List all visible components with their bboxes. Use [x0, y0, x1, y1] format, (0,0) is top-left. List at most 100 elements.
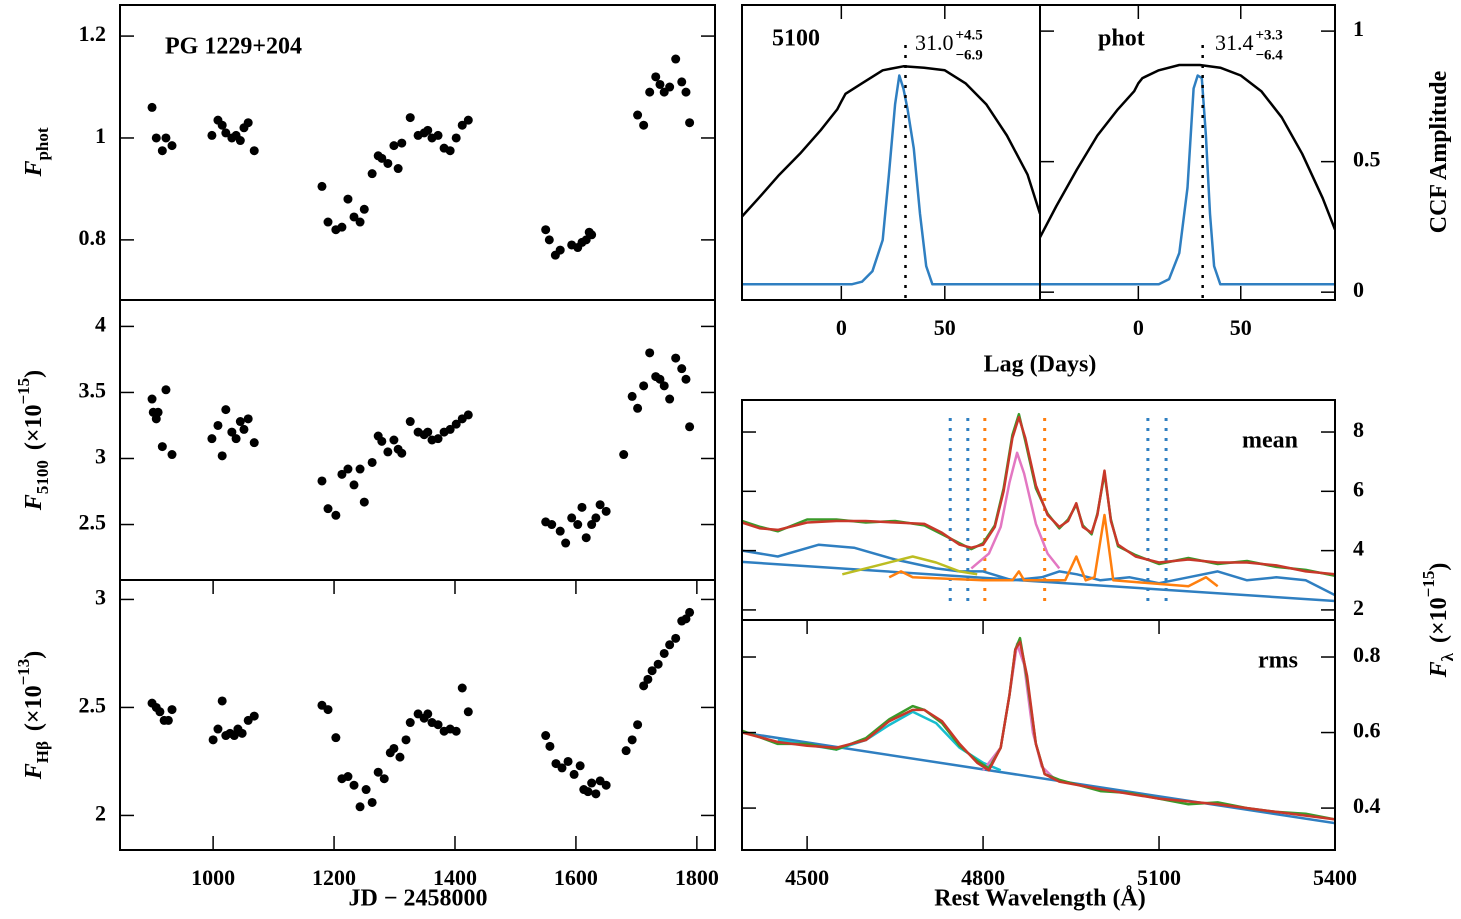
- data-line: [742, 65, 1040, 218]
- data-point: [619, 450, 629, 460]
- data-point: [343, 194, 353, 204]
- y-tick-label: 0.5: [1353, 147, 1381, 172]
- x-tick-label: 1000: [191, 865, 235, 890]
- data-point: [235, 417, 245, 427]
- y-label-sub: phot: [33, 127, 52, 160]
- y-tick-label: 8: [1353, 417, 1364, 442]
- plot-area: [147, 54, 695, 260]
- data-point: [665, 640, 675, 650]
- data-point: [577, 502, 587, 512]
- data-point: [573, 520, 583, 530]
- data-point: [633, 110, 643, 120]
- x-tick-label: 0: [836, 315, 847, 340]
- data-point: [243, 118, 253, 128]
- data-point: [249, 438, 259, 448]
- data-point: [383, 158, 393, 168]
- data-point: [659, 648, 669, 658]
- y-axis-label: FHβ (×10−13): [14, 651, 52, 781]
- y-tick-label: 0.4: [1353, 793, 1381, 818]
- y-axis-label: F5100 (×10−15): [14, 370, 52, 511]
- y-label-unit: (×10: [21, 405, 47, 451]
- data-point: [157, 146, 167, 156]
- data-point: [167, 450, 177, 460]
- data-point: [395, 752, 405, 762]
- data-point: [393, 164, 403, 174]
- data-point: [423, 427, 433, 437]
- y-label-exp: −15: [1419, 571, 1438, 598]
- data-point: [161, 133, 171, 143]
- y-tick-label: 1: [95, 123, 106, 148]
- data-point: [349, 480, 359, 490]
- data-point: [349, 212, 359, 222]
- data-point: [389, 743, 399, 753]
- data-point: [563, 756, 573, 766]
- data-point: [239, 424, 249, 434]
- data-point: [433, 434, 443, 444]
- data-point: [377, 436, 387, 446]
- data-point: [541, 225, 551, 235]
- data-point: [217, 696, 227, 706]
- y-label-unit: (×10: [1426, 597, 1452, 643]
- y-label-main: F: [1426, 661, 1452, 678]
- panel-annotation: phot: [1098, 26, 1145, 52]
- plot-area: [147, 348, 695, 548]
- data-point: [587, 778, 597, 788]
- data-line: [742, 640, 1335, 821]
- data-line: [742, 415, 1335, 576]
- y-tick-label: 4: [95, 311, 106, 336]
- data-point: [433, 130, 443, 140]
- y-tick-label: 2.5: [79, 510, 107, 535]
- data-point: [451, 133, 461, 143]
- data-line: [970, 451, 1061, 570]
- data-point: [355, 217, 365, 227]
- lag-err-minus: −6.4: [1256, 47, 1284, 63]
- y-label-sub: 5100: [33, 460, 52, 494]
- data-point: [221, 128, 231, 138]
- x-axis-label: Rest Wavelength (Å): [934, 886, 1146, 912]
- data-point: [343, 772, 353, 782]
- y-tick-label: 1: [1353, 16, 1364, 41]
- data-point: [155, 707, 165, 717]
- x-tick-label: 1800: [675, 865, 719, 890]
- data-point: [671, 54, 681, 64]
- data-line: [742, 543, 1335, 597]
- data-point: [331, 510, 341, 520]
- data-line: [742, 636, 1335, 821]
- x-tick-label: 0: [1133, 315, 1144, 340]
- y-tick-label: 6: [1353, 476, 1364, 501]
- data-point: [167, 705, 177, 715]
- y-label-main: F: [21, 161, 47, 178]
- data-point: [671, 353, 681, 363]
- data-point: [595, 500, 605, 510]
- data-point: [213, 724, 223, 734]
- lag-label: 31.4: [1215, 30, 1254, 55]
- plot-area: [742, 636, 1335, 825]
- data-point: [167, 141, 177, 151]
- data-point: [587, 230, 597, 240]
- y-tick-label: 1.2: [79, 21, 107, 46]
- data-point: [213, 420, 223, 430]
- x-axis-label: Lag (Days): [984, 352, 1097, 378]
- panel-frame: [1039, 4, 1336, 301]
- data-point: [405, 718, 415, 728]
- y-tick-label: 4: [1353, 536, 1364, 561]
- data-point: [463, 707, 473, 717]
- data-point: [208, 735, 218, 745]
- data-point: [389, 141, 399, 151]
- data-point: [561, 538, 571, 548]
- data-line: [742, 74, 1040, 286]
- data-point: [349, 780, 359, 790]
- data-point: [359, 497, 369, 507]
- data-point: [163, 715, 173, 725]
- data-point: [651, 72, 661, 82]
- x-tick-label: 50: [934, 315, 956, 340]
- data-point: [451, 419, 461, 429]
- x-tick-label: 4800: [961, 865, 1005, 890]
- data-point: [227, 427, 237, 437]
- y-axis-label: Fλ (×10−15): [1419, 563, 1457, 679]
- data-point: [633, 720, 643, 730]
- y-label-exp: −13: [14, 659, 33, 686]
- data-point: [147, 102, 157, 112]
- y-axis-label: CCF Amplitude: [1426, 70, 1452, 233]
- data-point: [397, 138, 407, 148]
